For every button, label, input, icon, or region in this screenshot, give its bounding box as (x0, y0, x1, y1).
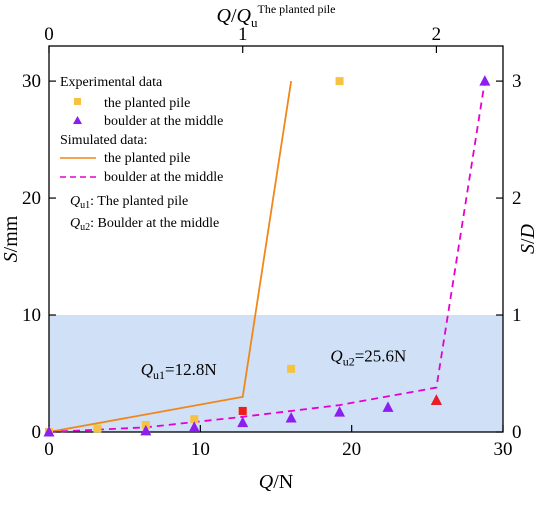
boulder-point (43, 426, 55, 437)
planted-pile-point (287, 364, 296, 373)
right-tick-label: 0 (512, 422, 522, 443)
boulder-point (334, 406, 346, 417)
top-tick-label: 0 (44, 24, 54, 45)
legend-triangle-marker (73, 116, 82, 124)
boulder-point (188, 421, 200, 432)
top-axis-title: Q/QuThe planted pile (217, 2, 336, 30)
shaded-band (49, 315, 503, 432)
right-tick-label: 3 (512, 71, 522, 92)
legend-sim-planted: the planted pile (104, 151, 190, 166)
right-axis-title: S/D (517, 223, 539, 254)
plot-frame (48, 45, 504, 433)
x-tick-label: 0 (44, 439, 54, 460)
simulated-boulder-line (48, 80, 486, 433)
planted-pile-point (190, 415, 199, 424)
x-tick-label: 30 (494, 439, 513, 460)
x-tick-label: 10 (191, 439, 210, 460)
y-tick-label: 30 (22, 71, 41, 92)
legend-simulated-heading: Simulated data: (60, 133, 147, 148)
x-tick-label: 20 (342, 439, 361, 460)
boulder-point (479, 75, 491, 86)
legend-square-marker (74, 98, 81, 105)
y-tick-label: 10 (22, 305, 41, 326)
planted-pile-point (335, 77, 344, 86)
qu-annotation: Qu1=12.8N (141, 360, 217, 382)
legend-exp-planted: the planted pile (104, 96, 190, 111)
y-tick-label: 0 (32, 422, 42, 443)
legend-sim-boulder: boulder at the middle (104, 170, 223, 185)
boulder-point (140, 424, 152, 436)
planted-pile-point (93, 424, 102, 433)
simulated-planted-line (48, 80, 293, 433)
legend-qu2: Qu2: Boulder at the middle (70, 216, 219, 233)
top-tick-label: 2 (432, 24, 442, 45)
series-lines (48, 80, 486, 433)
right-tick-label: 1 (512, 305, 522, 326)
boulder-point (285, 411, 297, 423)
top-tick-label: 1 (238, 24, 248, 45)
right-tick-label: 2 (512, 188, 522, 209)
legend: Experimental data the planted pile bould… (60, 75, 223, 233)
ultimate-load-point (238, 406, 247, 415)
ultimate-load-point (430, 394, 442, 405)
annotations: Qu1=12.8N Qu2=25.6N (141, 347, 407, 382)
legend-experimental-heading: Experimental data (60, 75, 163, 90)
x-axis-title: Q/N (259, 471, 293, 493)
y-axis-title: S/mm (0, 215, 22, 262)
boulder-point (237, 416, 249, 428)
markers (43, 75, 491, 437)
y-tick-label: 20 (22, 188, 41, 209)
qu-annotation: Qu2=25.6N (330, 347, 406, 369)
legend-qu1: Qu1: The planted pile (70, 194, 188, 211)
legend-exp-boulder: boulder at the middle (104, 114, 223, 129)
boulder-point (382, 401, 394, 412)
